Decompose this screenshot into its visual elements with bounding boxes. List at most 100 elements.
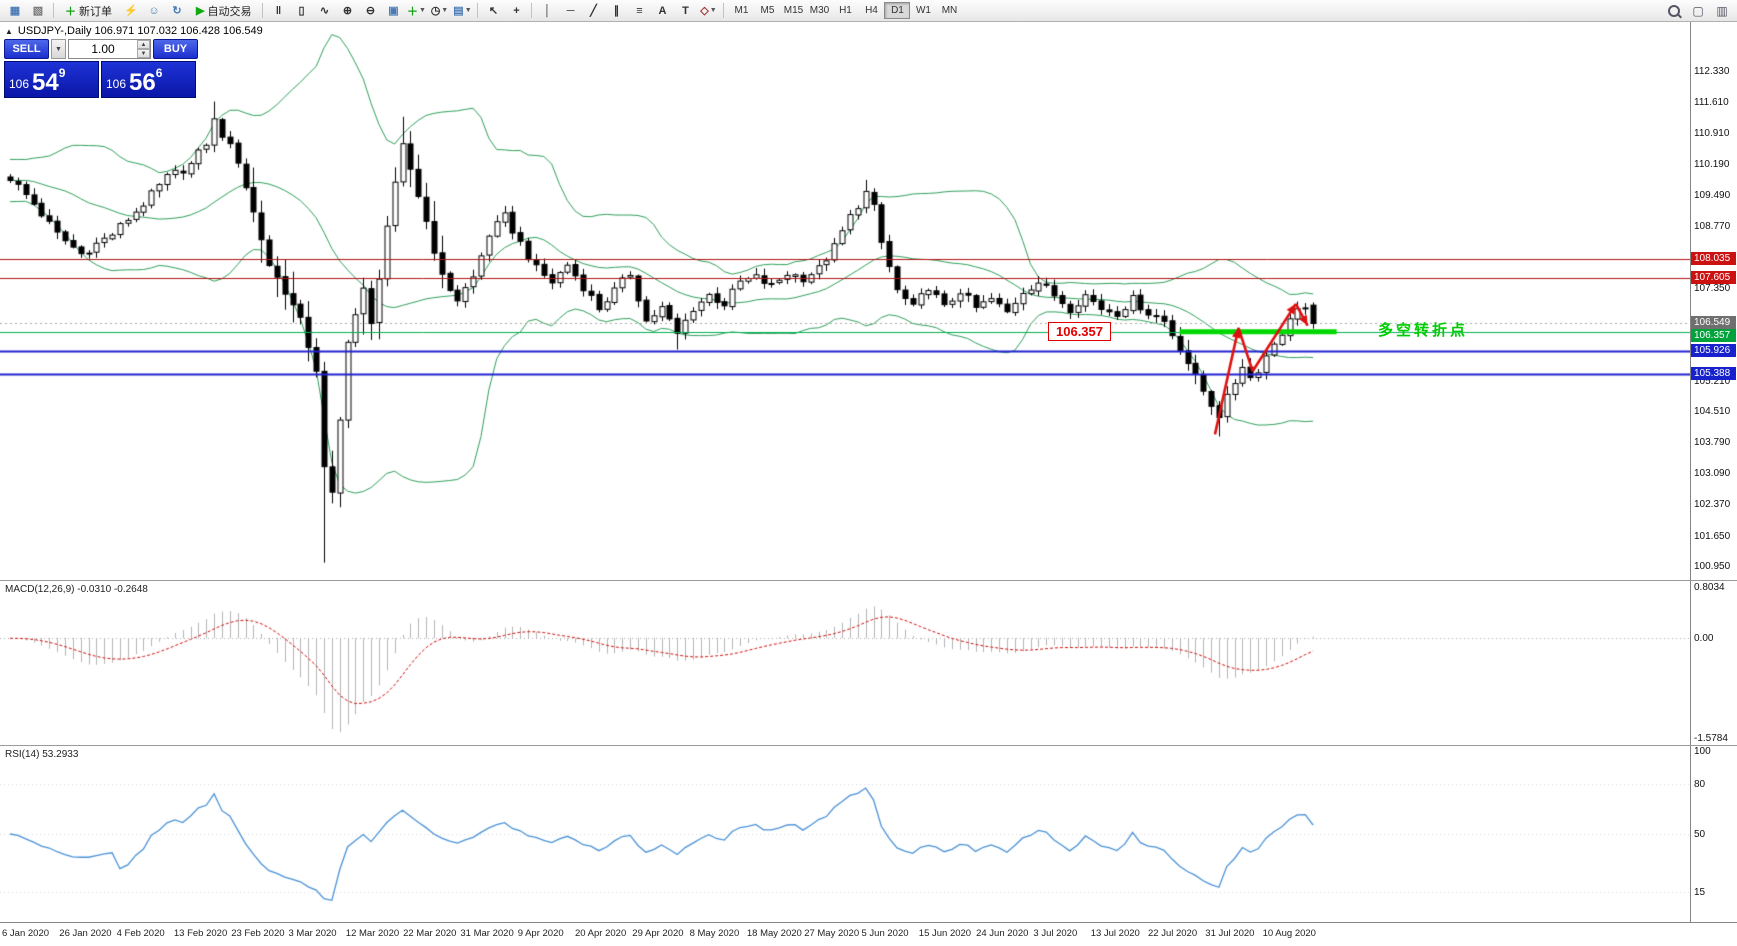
zoom-in-icon[interactable]: ⊕ <box>336 1 358 20</box>
chevron-down-icon: ▼ <box>419 7 426 14</box>
channel-icon[interactable]: ∥ <box>605 1 627 20</box>
trade-prices-row: 106 54 9 106 56 6 <box>4 61 198 98</box>
macd-axis-label: 0.00 <box>1694 633 1714 645</box>
trendline-icon[interactable]: ╱ <box>582 1 604 20</box>
buy-price[interactable]: 106 56 6 <box>101 61 196 98</box>
fibonacci-icon: ≡ <box>636 4 643 17</box>
indicators-icon[interactable]: ＋ ▼ <box>405 1 427 20</box>
timeframe-m1[interactable]: M1 <box>728 2 754 19</box>
search-icon[interactable] <box>1663 1 1685 20</box>
price-axis-label: 111.610 <box>1694 97 1729 109</box>
date-label: 18 May 2020 <box>746 928 802 939</box>
macd-panel-canvas[interactable] <box>0 581 1690 745</box>
new-order-button[interactable]: ＋新订单 <box>58 1 119 20</box>
chart-title: ▲ USDJPY-,Daily 106.971 107.032 106.428 … <box>5 25 263 37</box>
autotrading-button[interactable]: ▶ 自动交易 <box>189 1 258 20</box>
date-label: 26 Jan 2020 <box>59 928 112 939</box>
chevron-down-icon: ▼ <box>55 45 62 53</box>
zoom-out-icon[interactable]: ⊖ <box>359 1 381 20</box>
timeframe-h4[interactable]: H4 <box>858 2 884 19</box>
crosshair-icon[interactable]: + <box>505 1 527 20</box>
new-chart-icon[interactable]: ▦ <box>4 1 26 20</box>
timeframe-w1[interactable]: W1 <box>910 2 936 19</box>
volume-field: ▲ ▼ <box>68 39 151 59</box>
price-tag: 105.926 <box>1691 343 1736 357</box>
price-axis-label: 104.510 <box>1694 406 1731 418</box>
date-label: 31 Mar 2020 <box>460 928 514 939</box>
buy-button[interactable]: BUY <box>153 39 198 59</box>
chevron-down-icon: ▼ <box>464 7 472 14</box>
chevron-down-icon: ▼ <box>441 7 449 14</box>
timeframe-m5[interactable]: M5 <box>754 2 780 19</box>
candlestick-chart-icon[interactable]: ▯ <box>290 1 312 20</box>
toolbar-right: ▢ ▥ <box>1663 1 1733 20</box>
main-chart-canvas[interactable] <box>0 22 1690 580</box>
community-icon[interactable]: ☺ <box>143 1 165 20</box>
date-label: 15 Jun 2020 <box>918 928 972 939</box>
horizontal-line-icon[interactable]: ─ <box>559 1 581 20</box>
profiles-icon: ▧ <box>32 5 44 17</box>
cursor-icon[interactable]: ↖ <box>482 1 504 20</box>
autotrading-icon: ▶ <box>196 5 205 17</box>
arrows-icon[interactable]: ◇ ▼ <box>697 1 719 20</box>
collapse-trade-panel-icon[interactable]: ▲ <box>5 26 13 36</box>
vertical-line-icon: │ <box>544 4 551 17</box>
line-chart-icon[interactable]: ∿ <box>313 1 335 20</box>
candlestick-chart-icon: ▯ <box>298 5 305 17</box>
time-axis[interactable]: 6 Jan 2020 26 Jan 2020 4 Feb 2020 13 Feb 20… <box>0 922 1737 946</box>
timeframe-m30[interactable]: M30 <box>806 2 832 19</box>
sell-button[interactable]: SELL <box>4 39 49 59</box>
date-label: 29 Apr 2020 <box>632 928 684 939</box>
vertical-line-icon[interactable]: │ <box>536 1 558 20</box>
text-label-icon[interactable]: T <box>674 1 696 20</box>
metaeditor-icon: ⚡ <box>124 5 138 17</box>
timeframe-d1[interactable]: D1 <box>884 2 911 19</box>
refresh-icon[interactable]: ↻ <box>166 1 188 20</box>
date-label: 13 Feb 2020 <box>173 928 228 939</box>
price-tag: 105.388 <box>1691 366 1736 380</box>
bar-chart-icon: ‖ <box>275 4 282 17</box>
price-axis-label: 108.770 <box>1694 220 1731 232</box>
panel-splitter[interactable] <box>0 580 1737 581</box>
periods-icon[interactable]: ◷ ▼ <box>428 1 450 20</box>
zoom-in-icon: ⊕ <box>342 5 353 17</box>
text-icon[interactable]: A <box>651 1 673 20</box>
volume-up-button[interactable]: ▲ <box>137 40 150 49</box>
volume-input[interactable] <box>69 40 137 58</box>
tile-windows-icon[interactable]: ▣ <box>382 1 404 20</box>
rsi-axis-label: 15 <box>1694 887 1706 899</box>
timeframe-h1[interactable]: H1 <box>832 2 858 19</box>
trade-controls-row: SELL ▼ ▲ ▼ BUY <box>4 39 198 59</box>
price-axis-label: 103.090 <box>1694 467 1731 479</box>
profiles-icon[interactable]: ▧ <box>27 1 49 20</box>
timeframe-mn[interactable]: MN <box>936 2 962 19</box>
timeframe-m15[interactable]: M15 <box>780 2 806 19</box>
price-tag: 108.035 <box>1691 251 1736 265</box>
metaeditor-icon[interactable]: ⚡ <box>120 1 142 20</box>
toolbar-separator <box>262 3 264 18</box>
pivot-annotation[interactable]: 多空转折点 <box>1378 321 1469 339</box>
rsi-label: RSI(14) 53.2933 <box>5 749 79 760</box>
date-label: 31 Jul 2020 <box>1205 928 1255 939</box>
date-label: 13 Jul 2020 <box>1090 928 1140 939</box>
window-options-icon[interactable]: ▥ <box>1711 1 1733 20</box>
date-label: 20 Apr 2020 <box>575 928 627 939</box>
bar-chart-icon[interactable]: ‖ <box>267 1 289 20</box>
date-label: 10 Aug 2020 <box>1262 928 1316 939</box>
order-type-dropdown[interactable]: ▼ <box>51 39 66 59</box>
channel-icon: ∥ <box>613 5 620 17</box>
templates-icon[interactable]: ▤ ▼ <box>451 1 473 20</box>
rsi-panel-canvas[interactable] <box>0 746 1690 922</box>
toolbar-separator <box>531 3 533 18</box>
price-axis[interactable]: 112.330 111.610 110.910 110.190 109.490 108.7… <box>1690 22 1737 922</box>
volume-down-button[interactable]: ▼ <box>137 49 150 58</box>
date-label: 8 May 2020 <box>689 928 740 939</box>
panel-splitter[interactable] <box>0 745 1737 746</box>
price-callout[interactable]: 106.357 <box>1048 321 1111 341</box>
sell-price[interactable]: 106 54 9 <box>4 61 99 98</box>
fibonacci-icon[interactable]: ≡ <box>628 1 650 20</box>
rsi-axis-label: 50 <box>1694 829 1706 840</box>
window-tile-icon[interactable]: ▢ <box>1687 1 1709 20</box>
refresh-icon: ↻ <box>172 5 182 17</box>
